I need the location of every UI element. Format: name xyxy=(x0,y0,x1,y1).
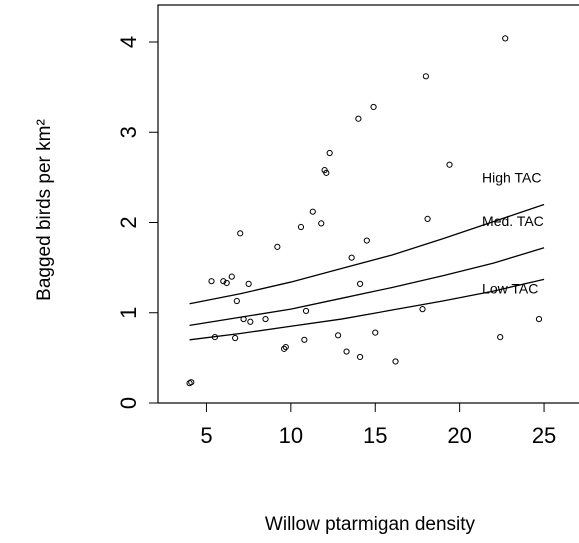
point xyxy=(326,149,333,157)
line-annotation: Low TAC xyxy=(482,280,538,296)
point xyxy=(302,307,310,315)
point xyxy=(370,103,377,111)
point xyxy=(323,169,330,176)
point xyxy=(535,315,543,323)
point xyxy=(245,280,252,287)
point xyxy=(356,353,364,361)
point xyxy=(297,223,305,231)
point xyxy=(392,358,399,365)
y-tick-label: 2 xyxy=(116,216,141,228)
x-tick-label: 25 xyxy=(532,423,556,448)
y-tick-label: 4 xyxy=(116,36,141,48)
point xyxy=(208,278,215,285)
point xyxy=(233,297,240,305)
point xyxy=(232,334,239,342)
x-tick-label: 10 xyxy=(279,423,303,448)
plot-box xyxy=(157,4,579,404)
x-tick-label: 5 xyxy=(200,423,212,448)
point xyxy=(363,237,370,244)
point xyxy=(502,35,509,42)
point xyxy=(223,279,230,287)
point xyxy=(372,329,379,336)
point xyxy=(186,380,193,387)
x-axis-label: Willow ptarmigan density xyxy=(265,514,476,535)
point xyxy=(228,273,235,280)
point xyxy=(424,215,431,222)
point xyxy=(220,278,227,285)
x-tick-label: 20 xyxy=(447,423,471,448)
point xyxy=(318,220,325,227)
point xyxy=(355,115,362,122)
point xyxy=(356,280,364,287)
point xyxy=(343,348,350,355)
point xyxy=(335,332,342,339)
x-tick-label: 15 xyxy=(363,423,387,448)
y-tick-label: 0 xyxy=(116,397,141,409)
point xyxy=(247,318,254,325)
fitted-line xyxy=(189,247,545,327)
point xyxy=(274,243,281,250)
point xyxy=(419,306,426,313)
point xyxy=(262,315,269,323)
line-annotation: Med. TAC xyxy=(482,213,544,229)
fitted-line xyxy=(189,203,545,305)
fitted-line xyxy=(189,278,545,341)
point xyxy=(422,73,429,80)
line-annotation: High TAC xyxy=(482,169,541,185)
point xyxy=(446,161,453,168)
y-tick-label: 3 xyxy=(116,126,141,138)
point xyxy=(282,343,289,351)
point xyxy=(497,334,504,341)
point xyxy=(301,336,308,343)
point xyxy=(348,254,355,261)
y-axis-label: Bagged birds per km² xyxy=(34,119,55,301)
point xyxy=(280,345,288,352)
point xyxy=(237,230,244,237)
y-tick-label: 1 xyxy=(116,307,141,319)
point xyxy=(309,208,316,215)
